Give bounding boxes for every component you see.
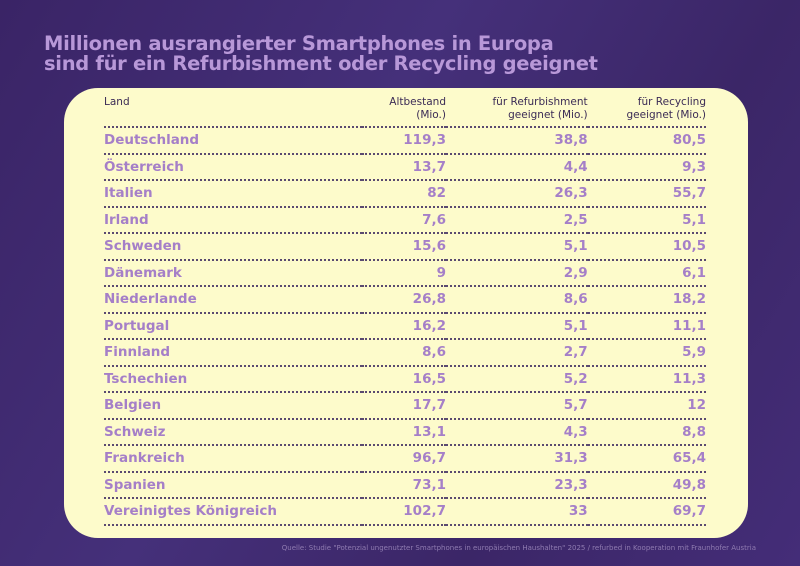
table-row: Tschechien 16,5 5,2 11,3 bbox=[104, 364, 706, 392]
value-cell: 5,2 bbox=[445, 364, 588, 392]
value-cell: 4,3 bbox=[445, 417, 588, 445]
value-cell: 5,9 bbox=[587, 338, 706, 366]
value-cell: 13,1 bbox=[361, 417, 446, 445]
value-cell: 82 bbox=[361, 179, 446, 207]
value-cell: 6,1 bbox=[587, 258, 706, 286]
value-cell: 7,6 bbox=[361, 205, 446, 233]
value-cell: 8,6 bbox=[445, 285, 588, 313]
value-cell: 65,4 bbox=[587, 444, 706, 472]
value-cell: 26,8 bbox=[361, 285, 446, 313]
value-cell: 26,3 bbox=[445, 179, 588, 207]
value-cell: 8,8 bbox=[587, 417, 706, 445]
value-cell: 16,2 bbox=[361, 311, 446, 339]
value-cell: 80,5 bbox=[587, 126, 706, 154]
value-cell: 31,3 bbox=[445, 444, 588, 472]
table-row: Vereinigtes Königreich 102,7 33 69,7 bbox=[104, 497, 706, 526]
table-row: Österreich 13,7 4,4 9,3 bbox=[104, 152, 706, 180]
table-row: Niederlande 26,8 8,6 18,2 bbox=[104, 285, 706, 313]
source-note: Quelle: Studie "Potenzial ungenutzter Sm… bbox=[281, 544, 756, 552]
table-row: Dänemark 9 2,9 6,1 bbox=[104, 258, 706, 286]
country-cell: Frankreich bbox=[104, 444, 362, 472]
value-cell: 5,1 bbox=[587, 205, 706, 233]
value-cell: 5,7 bbox=[445, 391, 588, 419]
table-header-row: Land Altbestand (Mio.) für Refurbishment gee… bbox=[104, 94, 706, 127]
value-cell: 2,5 bbox=[445, 205, 588, 233]
column-header: für Recycling geeignet (Mio.) bbox=[588, 94, 706, 127]
value-cell: 102,7 bbox=[361, 497, 446, 526]
country-cell: Niederlande bbox=[104, 285, 362, 313]
value-cell: 18,2 bbox=[587, 285, 706, 313]
value-cell: 8,6 bbox=[361, 338, 446, 366]
value-cell: 38,8 bbox=[445, 126, 588, 154]
value-cell: 12 bbox=[587, 391, 706, 419]
country-cell: Schweden bbox=[104, 232, 362, 260]
table-row: Spanien 73,1 23,3 49,8 bbox=[104, 470, 706, 498]
value-cell: 5,1 bbox=[445, 232, 588, 260]
country-cell: Österreich bbox=[104, 152, 362, 180]
value-cell: 2,7 bbox=[445, 338, 588, 366]
value-cell: 13,7 bbox=[361, 152, 446, 180]
table-row: Schweiz 13,1 4,3 8,8 bbox=[104, 417, 706, 445]
column-header-text: geeignet (Mio.) bbox=[626, 109, 706, 121]
value-cell: 4,4 bbox=[445, 152, 588, 180]
value-cell: 11,3 bbox=[587, 364, 706, 392]
column-header-text: (Mio.) bbox=[416, 109, 446, 121]
table-row: Italien 82 26,3 55,7 bbox=[104, 179, 706, 207]
column-header: für Refurbishment geeignet (Mio.) bbox=[446, 94, 588, 127]
country-cell: Vereinigtes Königreich bbox=[104, 497, 362, 526]
column-header: Land bbox=[104, 94, 362, 127]
value-cell: 9 bbox=[361, 258, 446, 286]
column-header: Altbestand (Mio.) bbox=[362, 94, 446, 127]
country-cell: Dänemark bbox=[104, 258, 362, 286]
value-cell: 69,7 bbox=[587, 497, 706, 526]
country-cell: Belgien bbox=[104, 391, 362, 419]
table-row: Finnland 8,6 2,7 5,9 bbox=[104, 338, 706, 366]
value-cell: 16,5 bbox=[361, 364, 446, 392]
title-line-2: sind für ein Refurbishment oder Recyclin… bbox=[44, 52, 598, 75]
country-cell: Irland bbox=[104, 205, 362, 233]
column-header-text: für Recycling bbox=[637, 96, 706, 108]
table-row: Deutschland 119,3 38,8 80,5 bbox=[104, 126, 706, 154]
country-cell: Finnland bbox=[104, 338, 362, 366]
country-cell: Portugal bbox=[104, 311, 362, 339]
country-cell: Italien bbox=[104, 179, 362, 207]
value-cell: 9,3 bbox=[587, 152, 706, 180]
value-cell: 55,7 bbox=[587, 179, 706, 207]
value-cell: 5,1 bbox=[445, 311, 588, 339]
title-line-1: Millionen ausrangierter Smartphones in E… bbox=[44, 32, 554, 55]
country-cell: Tschechien bbox=[104, 364, 362, 392]
page-title: Millionen ausrangierter Smartphones in E… bbox=[44, 34, 598, 74]
value-cell: 11,1 bbox=[587, 311, 706, 339]
table-row: Belgien 17,7 5,7 12 bbox=[104, 391, 706, 419]
value-cell: 33 bbox=[445, 497, 588, 526]
value-cell: 10,5 bbox=[587, 232, 706, 260]
column-header-text: Altbestand bbox=[389, 96, 446, 108]
country-cell: Deutschland bbox=[104, 126, 362, 154]
column-header-text: Land bbox=[104, 96, 130, 108]
value-cell: 2,9 bbox=[445, 258, 588, 286]
data-card: Land Altbestand (Mio.) für Refurbishment gee… bbox=[64, 88, 748, 538]
table-row: Schweden 15,6 5,1 10,5 bbox=[104, 232, 706, 260]
value-cell: 49,8 bbox=[587, 470, 706, 498]
table-row: Portugal 16,2 5,1 11,1 bbox=[104, 311, 706, 339]
value-cell: 119,3 bbox=[361, 126, 446, 154]
country-cell: Schweiz bbox=[104, 417, 362, 445]
column-header-text: geeignet (Mio.) bbox=[508, 109, 588, 121]
country-cell: Spanien bbox=[104, 470, 362, 498]
table-row: Irland 7,6 2,5 5,1 bbox=[104, 205, 706, 233]
value-cell: 73,1 bbox=[361, 470, 446, 498]
value-cell: 15,6 bbox=[361, 232, 446, 260]
data-table: Land Altbestand (Mio.) für Refurbishment gee… bbox=[104, 94, 706, 526]
table-row: Frankreich 96,7 31,3 65,4 bbox=[104, 444, 706, 472]
column-header-text: für Refurbishment bbox=[492, 96, 588, 108]
value-cell: 17,7 bbox=[361, 391, 446, 419]
value-cell: 96,7 bbox=[361, 444, 446, 472]
value-cell: 23,3 bbox=[445, 470, 588, 498]
